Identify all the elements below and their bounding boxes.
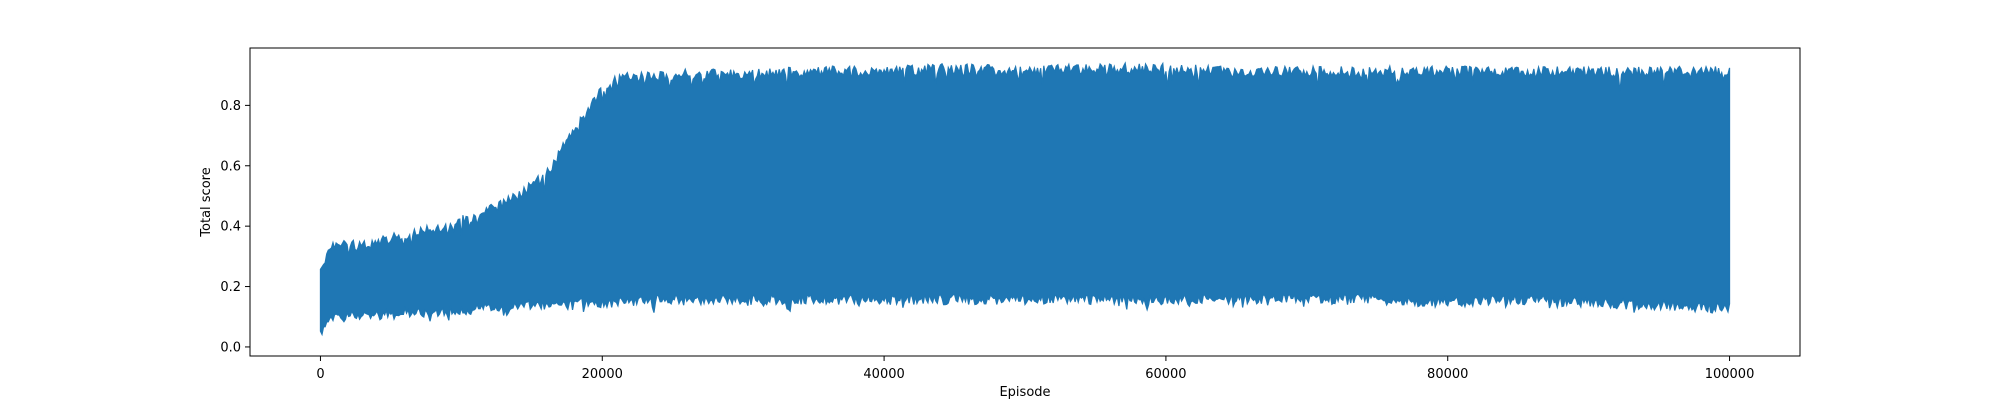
x-tick-label: 0 (316, 367, 324, 382)
y-tick-label: 0.4 (220, 220, 241, 235)
x-tick-label: 40000 (863, 367, 904, 382)
x-axis-label: Episode (999, 385, 1050, 400)
y-tick-label: 0.2 (220, 280, 241, 295)
x-axis: 0 20000 40000 60000 80000 100000 (316, 356, 1754, 382)
x-tick-label: 60000 (1145, 367, 1186, 382)
x-tick-label: 20000 (582, 367, 623, 382)
y-tick-label: 0.6 (220, 159, 241, 174)
y-tick-label: 0.8 (220, 99, 241, 114)
x-tick-label: 80000 (1427, 367, 1468, 382)
plot-frame (249, 47, 1801, 357)
y-tick-label: 0.0 (220, 340, 241, 355)
y-axis: 0.0 0.2 0.4 0.6 0.8 (220, 99, 250, 355)
series-line (319, 61, 1731, 337)
y-axis-label: Total score (199, 167, 214, 237)
series-layer (319, 61, 1731, 337)
x-tick-label: 100000 (1705, 367, 1755, 382)
